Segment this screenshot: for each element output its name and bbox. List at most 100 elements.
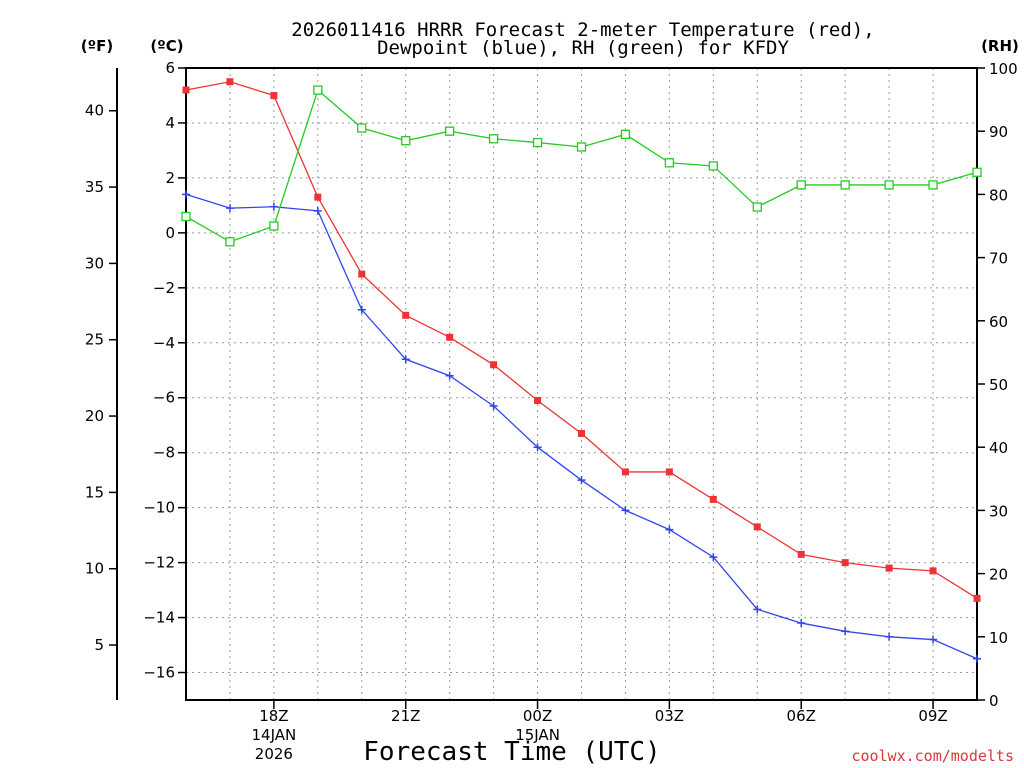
- dewpoint-point: [577, 476, 586, 485]
- celsius-tick-label: −4: [153, 334, 175, 352]
- rh-point: [181, 211, 191, 222]
- temperature-point: [578, 429, 585, 437]
- rh-tick-label: 80: [989, 186, 1008, 204]
- rh-tick-label: 60: [989, 313, 1008, 331]
- x-tick-label: 00Z: [523, 707, 552, 725]
- temperature-point: [973, 594, 981, 602]
- fahrenheit-tick-label: 20: [85, 407, 104, 425]
- fahrenheit-tick-label: 30: [85, 254, 104, 272]
- rh-point: [401, 136, 411, 146]
- chart-title-line1: 2026011416 HRRR Forecast 2-meter Tempera…: [291, 19, 874, 41]
- tick-labels: 6420−2−4−6−8−10−12−14−164035302520151051…: [85, 59, 1018, 763]
- fahrenheit-tick-label: 15: [85, 483, 104, 501]
- temperature-point: [665, 468, 673, 476]
- dewpoint-point: [885, 632, 894, 641]
- temperature-point: [358, 270, 366, 278]
- temperature-point: [885, 564, 893, 572]
- rh-tick-label: 10: [989, 629, 1008, 647]
- rh-point: [445, 126, 455, 136]
- rh-point: [796, 180, 806, 190]
- temperature-point: [446, 333, 454, 341]
- fahrenheit-tick-label: 25: [85, 331, 104, 349]
- grid-lines: [186, 67, 977, 700]
- fahrenheit-unit-label: (ºF): [81, 37, 113, 55]
- celsius-tick-label: −16: [143, 664, 175, 682]
- temperature-point: [753, 523, 761, 531]
- celsius-tick-label: 0: [165, 224, 175, 242]
- dewpoint-point: [797, 619, 806, 628]
- rh-tick-label: 100: [989, 60, 1018, 78]
- dewpoint-point: [709, 553, 718, 562]
- celsius-tick-label: −2: [153, 279, 175, 297]
- plot-frame: [185, 67, 978, 701]
- rh-point: [972, 167, 982, 177]
- dewpoint-line: [185, 193, 978, 660]
- dewpoint-point: [313, 206, 322, 215]
- temperature-point: [402, 311, 410, 319]
- temperature-point: [841, 559, 849, 567]
- temperature-point: [534, 396, 542, 404]
- x-tick-label: 09Z: [918, 707, 947, 725]
- celsius-tick-label: −8: [153, 444, 175, 462]
- rh-tick-label: 40: [989, 439, 1008, 457]
- dewpoint-point: [929, 635, 938, 644]
- dewpoint-point: [665, 525, 674, 534]
- x-tick-year-label: 2026: [255, 745, 293, 763]
- celsius-tick-label: 2: [165, 169, 175, 187]
- rh-tick-label: 70: [989, 250, 1008, 268]
- rh-tick-label: 90: [989, 123, 1008, 141]
- temperature-point: [270, 91, 278, 99]
- x-tick-label: 03Z: [655, 707, 684, 725]
- temperature-point: [226, 78, 234, 86]
- fahrenheit-tick-label: 35: [85, 178, 104, 196]
- rh-point: [928, 180, 938, 190]
- celsius-tick-label: −6: [153, 389, 175, 407]
- rh-point: [225, 237, 235, 247]
- x-tick-label: 21Z: [391, 707, 420, 725]
- x-axis-label: Forecast Time (UTC): [363, 737, 660, 767]
- celsius-tick-label: 6: [165, 59, 175, 77]
- rh-point: [840, 180, 850, 190]
- temperature-point: [929, 567, 937, 575]
- rh-point: [708, 161, 718, 171]
- dewpoint-point: [225, 204, 234, 213]
- dewpoint-point: [489, 401, 498, 410]
- x-tick-label: 06Z: [787, 707, 816, 725]
- temperature-point: [490, 361, 498, 369]
- rh-tick-label: 30: [989, 502, 1008, 520]
- temperature-point: [314, 193, 322, 201]
- x-tick-date-label: 14JAN: [252, 726, 297, 744]
- rh-point: [532, 137, 543, 148]
- fahrenheit-tick-label: 5: [94, 636, 104, 654]
- dewpoint-point: [533, 443, 542, 452]
- rh-point: [884, 180, 894, 190]
- rh-tick-label: 20: [989, 566, 1008, 584]
- celsius-tick-label: −10: [143, 499, 175, 517]
- temperature-point: [709, 495, 717, 503]
- dewpoint-point: [401, 355, 410, 364]
- rh-point: [664, 158, 675, 168]
- data-series: [181, 78, 982, 663]
- temperature-point: [182, 86, 190, 94]
- dewpoint-point: [269, 202, 278, 211]
- dewpoint-point: [753, 605, 762, 614]
- celsius-tick-label: −14: [143, 609, 175, 627]
- temperature-point: [621, 468, 629, 476]
- celsius-unit-label: (ºC): [150, 37, 183, 55]
- rh-point: [752, 202, 762, 212]
- rh-unit-label: (RH): [981, 37, 1019, 55]
- x-tick-label: 18Z: [259, 707, 288, 725]
- dewpoint-point: [445, 371, 454, 380]
- fahrenheit-tick-label: 40: [85, 102, 104, 120]
- rh-point: [576, 142, 587, 152]
- source-credit: coolwx.com/modelts: [851, 747, 1014, 765]
- dewpoint-point: [973, 654, 981, 663]
- rh-point: [620, 129, 631, 140]
- rh-point: [313, 85, 323, 95]
- x-tick-date-label: 15JAN: [515, 726, 560, 744]
- rh-tick-label: 0: [989, 692, 999, 710]
- celsius-tick-label: 4: [165, 114, 175, 132]
- fahrenheit-tick-label: 10: [85, 560, 104, 578]
- rh-point: [269, 221, 279, 231]
